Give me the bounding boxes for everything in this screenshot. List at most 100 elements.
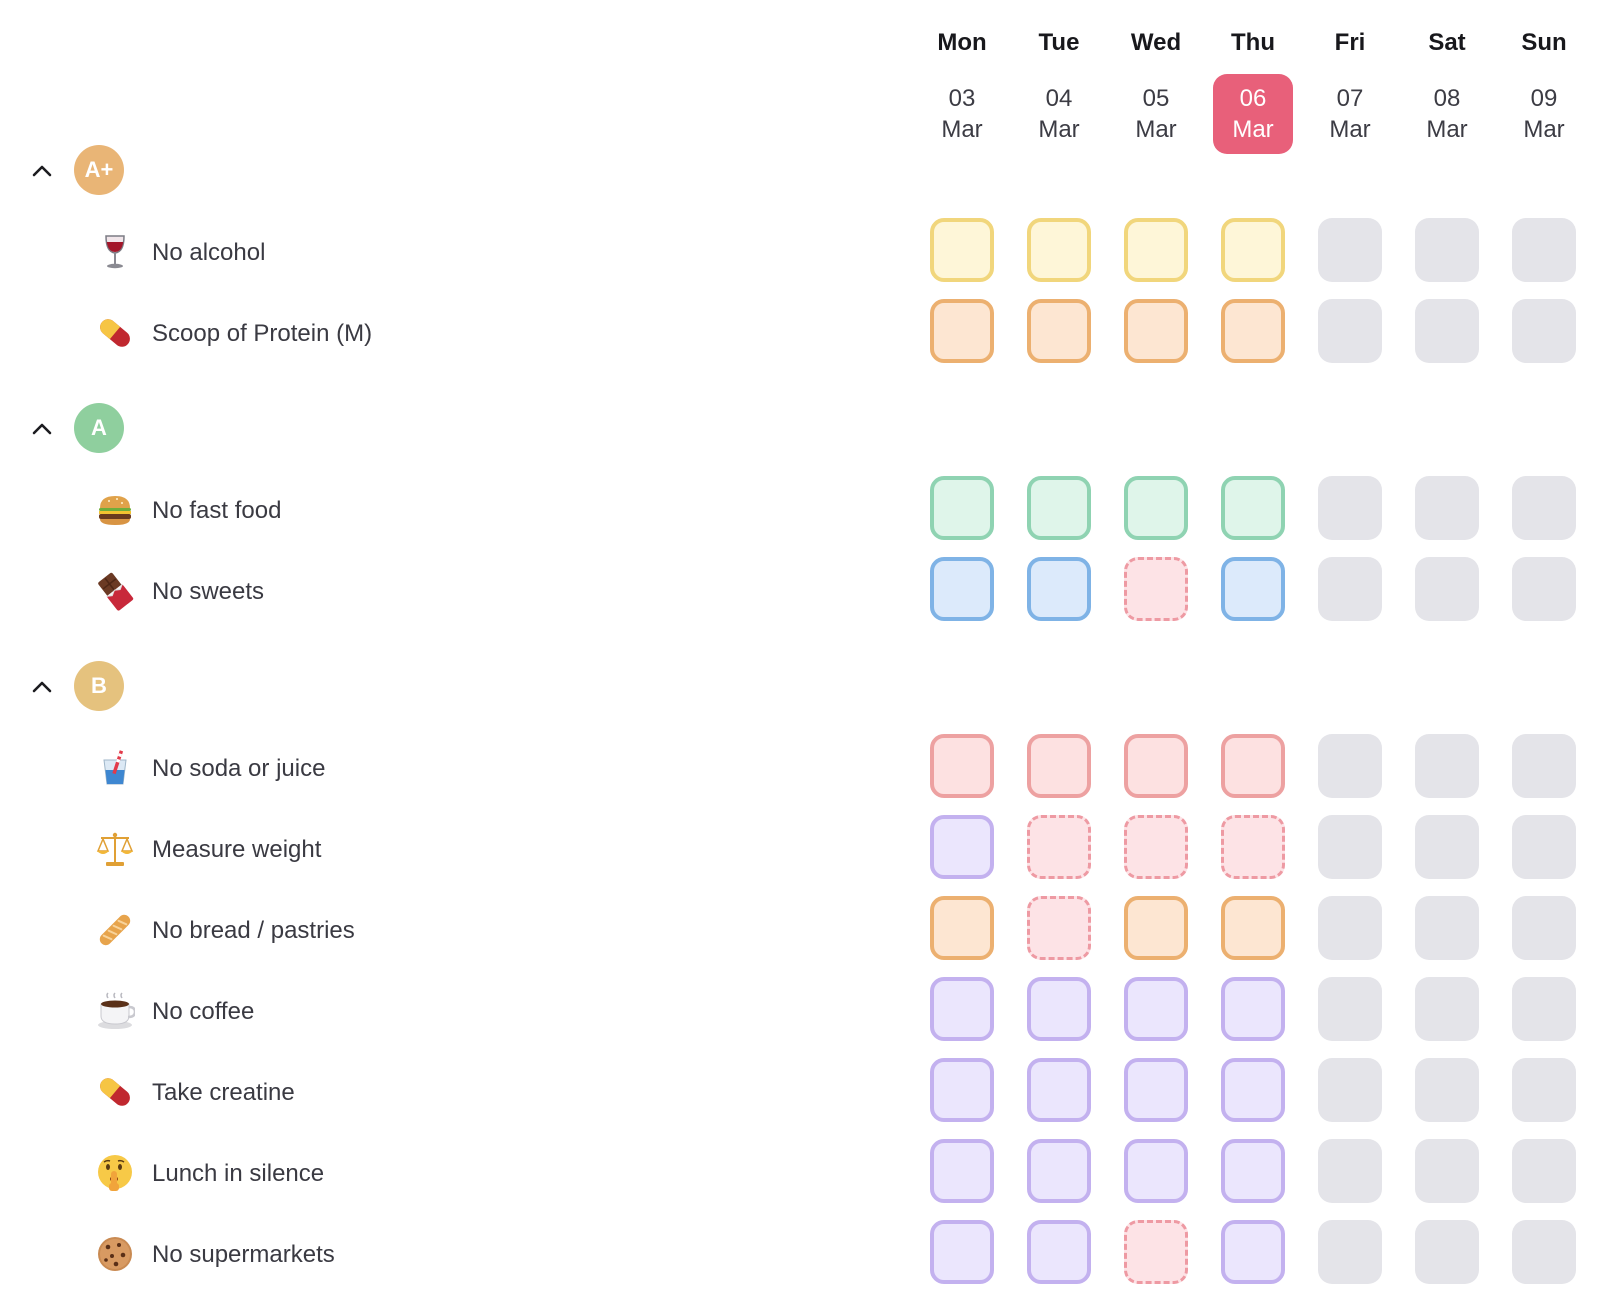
- habit-cell-done[interactable]: [1124, 476, 1188, 540]
- habit-cell-done[interactable]: [1221, 1220, 1285, 1284]
- habit-cell-done[interactable]: [1124, 299, 1188, 363]
- hot-beverage-icon: [95, 991, 137, 1031]
- habit-cell-done[interactable]: [930, 815, 994, 879]
- chevron-up-icon[interactable]: [28, 415, 56, 443]
- day-month: Mar: [1523, 116, 1565, 143]
- day-month: Mar: [1038, 116, 1080, 143]
- habit-cell-future[interactable]: [1512, 299, 1576, 363]
- habit-cell-future[interactable]: [1318, 734, 1382, 798]
- habit-cell-future[interactable]: [1318, 476, 1382, 540]
- habit-cell-missed[interactable]: [1221, 815, 1285, 879]
- habit-cell-future[interactable]: [1318, 1220, 1382, 1284]
- habit-row: No bread / pastries: [0, 896, 1618, 966]
- habit-cell-done[interactable]: [1221, 299, 1285, 363]
- habit-cell-done[interactable]: [1124, 734, 1188, 798]
- chevron-up-icon[interactable]: [28, 673, 56, 701]
- habit-cell-done[interactable]: [930, 1220, 994, 1284]
- habit-cell-done[interactable]: [1027, 1139, 1091, 1203]
- chocolate-bar-icon: [95, 571, 135, 611]
- habit-cell-future[interactable]: [1415, 1220, 1479, 1284]
- habit-cell-missed[interactable]: [1027, 896, 1091, 960]
- habit-cell-done[interactable]: [930, 1058, 994, 1122]
- habit-cell-done[interactable]: [1027, 476, 1091, 540]
- day-date[interactable]: 05 Mar: [1116, 74, 1196, 154]
- habit-cell-done[interactable]: [930, 977, 994, 1041]
- habit-cell-future[interactable]: [1318, 977, 1382, 1041]
- habit-cell-done[interactable]: [1221, 734, 1285, 798]
- today-date[interactable]: 06 Mar: [1213, 74, 1293, 154]
- day-header-tue: Tue 04 Mar: [1017, 26, 1101, 154]
- habit-cell-future[interactable]: [1318, 896, 1382, 960]
- habit-cell-done[interactable]: [930, 299, 994, 363]
- habit-cell-future[interactable]: [1415, 1139, 1479, 1203]
- habit-cell-done[interactable]: [1027, 218, 1091, 282]
- habit-cell-done[interactable]: [1027, 557, 1091, 621]
- habit-cell-future[interactable]: [1415, 815, 1479, 879]
- habit-cell-missed[interactable]: [1027, 815, 1091, 879]
- habit-cell-future[interactable]: [1318, 1058, 1382, 1122]
- habit-cell-done[interactable]: [930, 218, 994, 282]
- habit-cell-done[interactable]: [1027, 977, 1091, 1041]
- habit-cell-future[interactable]: [1512, 1220, 1576, 1284]
- habit-cell-done[interactable]: [930, 557, 994, 621]
- habit-cell-done[interactable]: [1027, 299, 1091, 363]
- habit-cell-done[interactable]: [1124, 1139, 1188, 1203]
- habit-label: No supermarkets: [152, 1241, 335, 1268]
- habit-cell-done[interactable]: [1124, 977, 1188, 1041]
- day-date[interactable]: 09 Mar: [1504, 74, 1584, 154]
- habit-cell-done[interactable]: [1027, 1058, 1091, 1122]
- habit-cell-future[interactable]: [1512, 896, 1576, 960]
- habit-cell-done[interactable]: [1027, 734, 1091, 798]
- day-number: 04: [1045, 85, 1073, 112]
- day-date[interactable]: 08 Mar: [1407, 74, 1487, 154]
- habit-cell-done[interactable]: [1124, 896, 1188, 960]
- habit-cell-done[interactable]: [930, 1139, 994, 1203]
- habit-cell-future[interactable]: [1512, 1139, 1576, 1203]
- habit-cell-future[interactable]: [1415, 218, 1479, 282]
- habit-row: Lunch in silence: [0, 1139, 1618, 1209]
- habit-cell-done[interactable]: [930, 734, 994, 798]
- day-header-thu: Thu 06 Mar: [1211, 26, 1295, 154]
- habit-cell-missed[interactable]: [1124, 1220, 1188, 1284]
- habit-cell-future[interactable]: [1512, 218, 1576, 282]
- habit-cell-future[interactable]: [1512, 476, 1576, 540]
- day-name: Wed: [1130, 29, 1182, 56]
- habit-cell-future[interactable]: [1415, 557, 1479, 621]
- day-date[interactable]: 03 Mar: [922, 74, 1002, 154]
- habit-cell-future[interactable]: [1512, 815, 1576, 879]
- habit-cell-future[interactable]: [1415, 1058, 1479, 1122]
- habit-cell-done[interactable]: [1221, 1139, 1285, 1203]
- habit-cell-future[interactable]: [1318, 815, 1382, 879]
- day-date[interactable]: 04 Mar: [1019, 74, 1099, 154]
- chevron-up-icon[interactable]: [28, 157, 56, 185]
- habit-cell-done[interactable]: [1221, 896, 1285, 960]
- habit-cell-future[interactable]: [1415, 896, 1479, 960]
- habit-cell-done[interactable]: [1221, 218, 1285, 282]
- habit-row: Measure weight: [0, 815, 1618, 885]
- habit-cell-missed[interactable]: [1124, 815, 1188, 879]
- habit-cell-future[interactable]: [1512, 1058, 1576, 1122]
- habit-cell-done[interactable]: [930, 896, 994, 960]
- habit-cell-done[interactable]: [1124, 1058, 1188, 1122]
- day-month: Mar: [1329, 116, 1371, 143]
- habit-cell-future[interactable]: [1512, 977, 1576, 1041]
- habit-cell-future[interactable]: [1318, 299, 1382, 363]
- habit-cell-done[interactable]: [1221, 1058, 1285, 1122]
- habit-cell-future[interactable]: [1415, 734, 1479, 798]
- day-date[interactable]: 07 Mar: [1310, 74, 1390, 154]
- habit-cell-future[interactable]: [1318, 218, 1382, 282]
- habit-cell-done[interactable]: [1124, 218, 1188, 282]
- habit-cell-future[interactable]: [1318, 557, 1382, 621]
- habit-cell-done[interactable]: [1221, 557, 1285, 621]
- habit-cell-done[interactable]: [1027, 1220, 1091, 1284]
- habit-cell-done[interactable]: [930, 476, 994, 540]
- habit-cell-future[interactable]: [1318, 1139, 1382, 1203]
- habit-cell-done[interactable]: [1221, 977, 1285, 1041]
- habit-cell-future[interactable]: [1512, 734, 1576, 798]
- habit-cell-done[interactable]: [1221, 476, 1285, 540]
- habit-cell-missed[interactable]: [1124, 557, 1188, 621]
- habit-cell-future[interactable]: [1415, 977, 1479, 1041]
- habit-cell-future[interactable]: [1512, 557, 1576, 621]
- habit-cell-future[interactable]: [1415, 476, 1479, 540]
- habit-cell-future[interactable]: [1415, 299, 1479, 363]
